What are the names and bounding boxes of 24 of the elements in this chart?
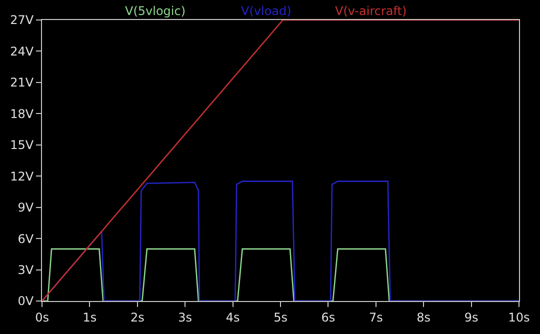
- y-tick-label: 18V: [10, 106, 34, 121]
- x-tick-label: 4s: [226, 310, 240, 324]
- x-tick-label: 1s: [82, 310, 97, 324]
- x-tick-label: 8s: [416, 310, 431, 324]
- y-tick-label: 9V: [18, 200, 34, 215]
- y-tick-label: 21V: [10, 76, 34, 90]
- x-tick-label: 0s: [35, 310, 49, 324]
- y-tick-label: 27V: [10, 13, 34, 28]
- x-tick-label: 7s: [368, 310, 383, 324]
- y-tick-label: 15V: [10, 138, 34, 152]
- x-tick-label: 3s: [178, 310, 192, 324]
- x-tick-label: 5s: [274, 310, 288, 324]
- x-tick-label: 10s: [508, 310, 530, 324]
- x-tick-label: 6s: [321, 310, 336, 324]
- y-tick-label: 3V: [18, 262, 34, 277]
- x-tick-label: 9s: [464, 310, 478, 324]
- y-tick-label: 12V: [10, 169, 34, 184]
- x-tick-label: 2s: [130, 310, 144, 324]
- y-tick-label: 0V: [18, 294, 34, 308]
- text: V(vload): [241, 4, 292, 18]
- y-tick-label: 24V: [10, 44, 34, 58]
- text: V(5vlogic): [125, 4, 186, 18]
- series-label: V(v-aircraft): [335, 4, 407, 18]
- y-tick-label: 6V: [18, 232, 34, 246]
